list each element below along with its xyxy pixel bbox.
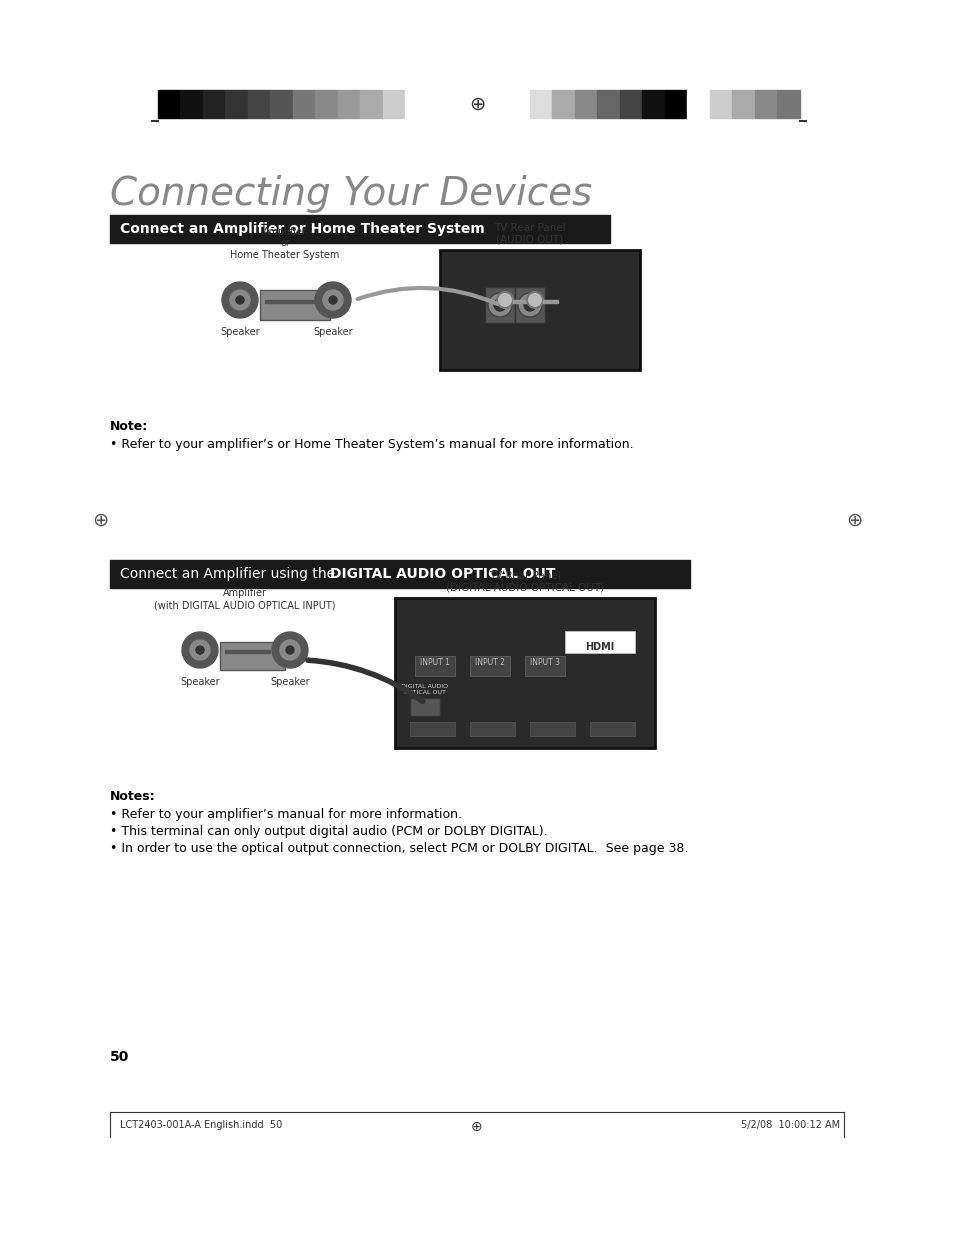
Text: ⊕: ⊕ (91, 510, 108, 530)
Bar (777, 90, 800, 119)
Circle shape (497, 291, 513, 308)
Bar (589, 722, 635, 736)
Bar (641, 90, 664, 119)
Bar (754, 90, 777, 119)
Text: Connect an Amplifier using the: Connect an Amplifier using the (120, 567, 339, 580)
Text: ⊕: ⊕ (845, 510, 862, 530)
Bar (405, 90, 428, 119)
Bar (709, 90, 732, 119)
Bar (664, 90, 687, 119)
Circle shape (190, 640, 210, 659)
Text: ⊕: ⊕ (468, 95, 485, 114)
Bar (439, 249, 639, 370)
Circle shape (286, 646, 294, 655)
Text: INPUT 3: INPUT 3 (530, 658, 559, 667)
Circle shape (230, 290, 250, 310)
Circle shape (314, 282, 351, 317)
Bar (524, 656, 564, 676)
Bar (265, 300, 314, 303)
Text: Connect an Amplifier or Home Theater System: Connect an Amplifier or Home Theater Sys… (120, 222, 484, 236)
Text: • Refer to your amplifier’s or Home Theater System’s manual for more information: • Refer to your amplifier’s or Home Thea… (110, 438, 633, 451)
Circle shape (195, 646, 204, 655)
Bar (203, 90, 225, 119)
Text: ⊕: ⊕ (471, 1120, 482, 1134)
Bar (248, 90, 271, 119)
Bar (470, 656, 510, 676)
Bar (315, 90, 337, 119)
Text: Amplifier
or
Home Theater System: Amplifier or Home Theater System (230, 227, 339, 261)
Bar (732, 90, 754, 119)
Bar (470, 722, 515, 736)
Bar (271, 90, 293, 119)
Bar (158, 90, 180, 119)
Text: Speaker: Speaker (180, 677, 219, 687)
Text: INPUT 2: INPUT 2 (475, 658, 504, 667)
Bar (225, 90, 248, 119)
Text: HDMI: HDMI (585, 642, 614, 652)
Bar (110, 215, 609, 243)
Text: 50: 50 (110, 1050, 130, 1065)
Bar (410, 698, 439, 716)
Bar (484, 287, 515, 324)
Circle shape (222, 282, 257, 317)
Bar (530, 722, 575, 736)
Circle shape (494, 299, 505, 311)
Bar (552, 90, 575, 119)
Circle shape (488, 293, 512, 317)
Bar (597, 90, 619, 119)
Bar (360, 90, 382, 119)
Circle shape (235, 296, 244, 304)
Bar (415, 656, 455, 676)
Text: Notes:: Notes: (110, 790, 155, 803)
Bar (513, 300, 527, 303)
Text: Note:: Note: (110, 420, 148, 433)
Circle shape (272, 632, 308, 668)
Text: INPUT 1: INPUT 1 (419, 658, 450, 667)
Text: • In order to use the optical output connection, select PCM or DOLBY DIGITAL.  S: • In order to use the optical output con… (110, 842, 688, 855)
Text: DIGITAL AUDIO OPTICAL OUT: DIGITAL AUDIO OPTICAL OUT (330, 567, 555, 580)
Circle shape (523, 299, 536, 311)
Text: Amplifier
(with DIGITAL AUDIO OPTICAL INPUT): Amplifier (with DIGITAL AUDIO OPTICAL IN… (154, 588, 335, 610)
Text: Connecting Your Devices: Connecting Your Devices (110, 175, 592, 212)
Bar (382, 90, 405, 119)
Bar (530, 90, 552, 119)
Bar (395, 598, 655, 748)
Bar (515, 287, 544, 324)
Circle shape (323, 290, 343, 310)
Bar (564, 631, 635, 653)
Bar (575, 90, 597, 119)
Circle shape (280, 640, 299, 659)
Text: TV Rear Panel
(AUDIO OUT): TV Rear Panel (AUDIO OUT) (494, 224, 565, 245)
Text: Speaker: Speaker (220, 327, 259, 337)
Text: Speaker: Speaker (313, 327, 353, 337)
Text: • This terminal can only output digital audio (PCM or DOLBY DIGITAL).: • This terminal can only output digital … (110, 825, 547, 839)
Circle shape (329, 296, 336, 304)
Bar (225, 650, 270, 653)
Text: 5/2/08  10:00:12 AM: 5/2/08 10:00:12 AM (740, 1120, 840, 1130)
Circle shape (182, 632, 218, 668)
Bar (687, 90, 709, 119)
Bar (410, 722, 455, 736)
Bar (619, 90, 641, 119)
Bar (180, 90, 203, 119)
Text: DIGITAL AUDIO
OPTICAL OUT: DIGITAL AUDIO OPTICAL OUT (401, 684, 448, 695)
Bar (260, 290, 330, 320)
Bar (110, 559, 689, 588)
Bar (542, 300, 558, 303)
Bar (220, 642, 285, 671)
Text: TV Rear Panel
(DIGITAL AUDIO OPTICAL OUT): TV Rear Panel (DIGITAL AUDIO OPTICAL OUT… (445, 572, 603, 593)
Circle shape (517, 293, 541, 317)
Bar (293, 90, 315, 119)
Text: • Refer to your amplifier’s manual for more information.: • Refer to your amplifier’s manual for m… (110, 808, 461, 821)
Text: Speaker: Speaker (270, 677, 310, 687)
Text: LCT2403-001A-A English.indd  50: LCT2403-001A-A English.indd 50 (120, 1120, 282, 1130)
Bar (337, 90, 360, 119)
Circle shape (526, 291, 542, 308)
